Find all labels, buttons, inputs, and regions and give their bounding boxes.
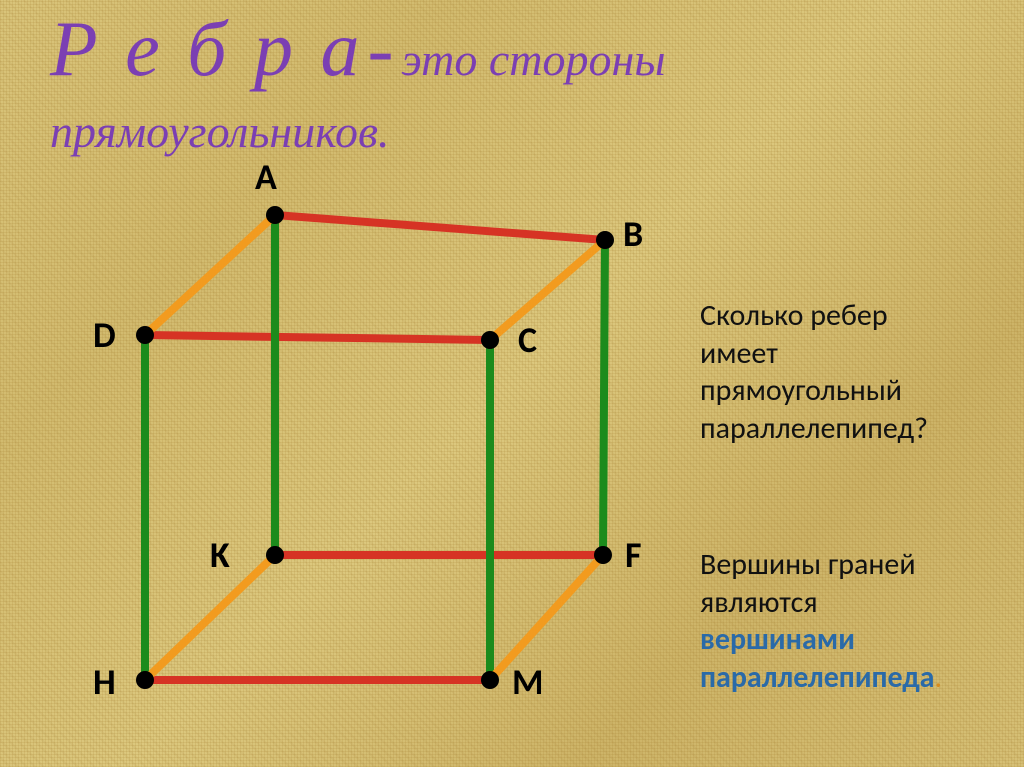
title-continuation: это стороны bbox=[401, 34, 665, 85]
vertex-C bbox=[481, 331, 499, 349]
vertex-label-H: H bbox=[93, 660, 116, 704]
edge-D-A bbox=[145, 215, 275, 335]
question-line-0: Сколько ребер bbox=[700, 297, 928, 335]
vertex-label-B: B bbox=[623, 212, 643, 256]
title-line-2: прямоугольников. bbox=[50, 105, 389, 158]
title-main: Р е б р а bbox=[50, 5, 364, 92]
vertex-M bbox=[481, 671, 499, 689]
statement-line-1: являются bbox=[700, 584, 942, 622]
statement-text: Вершины гранейявляются вершинамипараллел… bbox=[700, 546, 942, 696]
edge-C-B bbox=[490, 240, 605, 340]
statement-part-4: . bbox=[935, 659, 943, 696]
statement-line-2: вершинами bbox=[700, 621, 942, 659]
edges-layer bbox=[145, 215, 605, 680]
statement-line-3: параллелепипеда. bbox=[700, 659, 942, 697]
vertex-F bbox=[594, 546, 612, 564]
statement-part-3: параллелепипеда bbox=[700, 659, 935, 696]
edge-D-C bbox=[145, 335, 490, 340]
cube-diagram: ABCDKFMH bbox=[20, 170, 660, 760]
vertex-label-D: D bbox=[93, 313, 116, 357]
title-line-1: Р е б р а - это стороны bbox=[50, 10, 666, 88]
question-line-3: параллелепипед? bbox=[700, 410, 928, 448]
vertex-label-C: C bbox=[518, 318, 537, 362]
edge-A-B bbox=[275, 215, 605, 240]
vertex-label-M: M bbox=[512, 660, 543, 704]
title-dash: - bbox=[368, 5, 398, 92]
vertex-K bbox=[266, 546, 284, 564]
vertex-H bbox=[136, 671, 154, 689]
vertex-D bbox=[136, 326, 154, 344]
statement-line-0: Вершины граней bbox=[700, 546, 942, 584]
edge-M-F bbox=[490, 555, 603, 680]
question-line-2: прямоугольный bbox=[700, 372, 928, 410]
cube-svg bbox=[20, 170, 660, 760]
question-line-1: имеет bbox=[700, 335, 928, 373]
slide: Р е б р а - это стороны прямоугольников.… bbox=[0, 0, 1024, 767]
vertex-A bbox=[266, 206, 284, 224]
vertex-label-A: A bbox=[255, 155, 277, 199]
vertex-label-K: K bbox=[210, 533, 230, 577]
edge-B-F bbox=[603, 240, 605, 555]
vertex-B bbox=[596, 231, 614, 249]
vertex-label-F: F bbox=[625, 533, 642, 577]
question-text: Сколько реберимеетпрямоугольныйпараллеле… bbox=[700, 297, 928, 447]
